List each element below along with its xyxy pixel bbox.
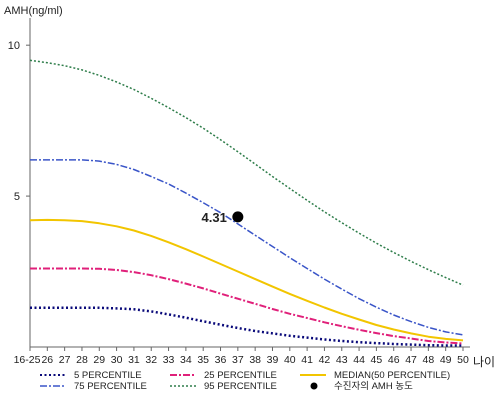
x-tick-label: 31 [128, 354, 140, 366]
x-ticks: 16-25 26 27 28 29 30 31 32 33 34 35 36 37 38 39 40 41 42 4… [14, 347, 469, 366]
x-tick-label: 29 [93, 354, 105, 366]
legend-label: 수진자의 AMH 농도 [334, 381, 413, 392]
x-tick-label: 49 [440, 354, 452, 366]
x-tick-label: 28 [76, 354, 88, 366]
x-tick-label: 47 [405, 354, 417, 366]
x-tick-label: 38 [249, 354, 261, 366]
y-axis-label: AMH(ng/ml) [4, 5, 63, 17]
x-tick-label: 30 [111, 354, 123, 366]
patient-point-label: 4.31 [202, 210, 227, 225]
legend-label: 25 PERCENTILE [204, 370, 277, 381]
x-tick-label: 41 [301, 354, 313, 366]
highlight-group: 4.31 [202, 210, 244, 225]
series-line [30, 306, 463, 347]
patient-point [232, 211, 244, 223]
x-tick-label: 35 [197, 354, 209, 366]
x-tick-label: 34 [180, 354, 192, 366]
legend-label: 95 PERCENTILE [204, 381, 277, 392]
x-tick-label: 45 [371, 354, 383, 366]
x-tick-label: 48 [423, 354, 435, 366]
x-tick-label: 33 [163, 354, 175, 366]
legend-label: 5 PERCENTILE [74, 370, 142, 381]
x-tick-label: 16-25 [14, 354, 41, 366]
x-tick-label: 36 [215, 354, 227, 366]
series-line [30, 159, 464, 336]
x-axis-label: 나이 [473, 355, 495, 369]
x-tick-label: 37 [232, 354, 244, 366]
x-tick-label: 26 [41, 354, 53, 366]
series-line [30, 267, 464, 345]
y-tick-label: 5 [14, 191, 20, 203]
x-tick-label: 50 [457, 354, 469, 366]
y-ticks: 5 10 [8, 40, 30, 203]
x-tick-label: 43 [336, 354, 348, 366]
x-tick-label: 27 [59, 354, 71, 366]
series-line [29, 218, 464, 342]
legend-point-marker [310, 382, 318, 390]
x-tick-label: 32 [145, 354, 157, 366]
legend-label: MEDIAN(50 PERCENTILE) [334, 370, 450, 381]
series-line [29, 59, 464, 286]
series-lines [29, 59, 464, 347]
x-tick-label: 39 [267, 354, 279, 366]
legend-label: 75 PERCENTILE [74, 381, 147, 392]
x-tick-label: 42 [319, 354, 331, 366]
x-tick-label: 44 [353, 354, 365, 366]
x-tick-label: 46 [388, 354, 400, 366]
y-tick-label: 10 [8, 40, 20, 52]
x-tick-label: 40 [284, 354, 296, 366]
